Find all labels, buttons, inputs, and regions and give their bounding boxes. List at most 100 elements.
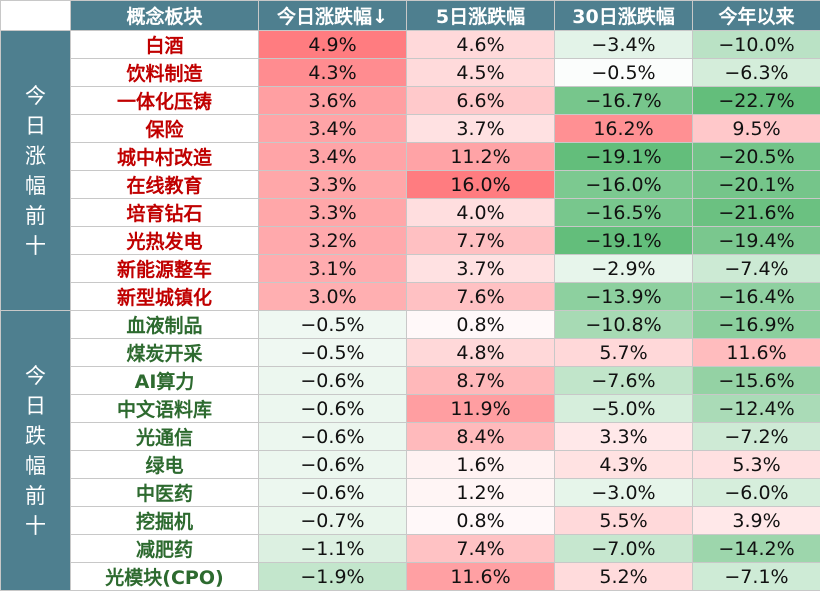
five-day-change-cell: 11.9%	[406, 394, 555, 423]
five-day-change-cell: 8.4%	[406, 422, 555, 451]
ytd-change-cell: −14.2%	[692, 534, 820, 563]
group-label-char: 幅	[25, 173, 46, 198]
five-day-change-cell: 7.7%	[406, 226, 555, 255]
concept-name[interactable]: 光热发电	[70, 226, 259, 255]
ytd-change-cell: −16.9%	[692, 310, 820, 339]
group-label-char: 前	[25, 483, 46, 508]
concept-name[interactable]: 血液制品	[70, 310, 259, 339]
concept-name[interactable]: 光模块(CPO)	[70, 562, 259, 591]
today-change-cell: 4.3%	[258, 58, 407, 87]
thirty-day-change-cell: −7.6%	[554, 366, 693, 395]
ytd-change-cell: −7.2%	[692, 422, 820, 451]
concept-name[interactable]: 中医药	[70, 478, 259, 507]
concept-name[interactable]: 新能源整车	[70, 254, 259, 283]
today-change-cell: 3.6%	[258, 86, 407, 115]
table-row: 煤炭开采 −0.5% 4.8% 5.7% 11.6%	[1, 338, 820, 367]
thirty-day-change-cell: −3.0%	[554, 478, 693, 507]
today-change-cell: −0.5%	[258, 310, 407, 339]
concept-name[interactable]: 饮料制造	[70, 58, 259, 87]
five-day-change-cell: 8.7%	[406, 366, 555, 395]
five-day-change-cell: 1.6%	[406, 450, 555, 479]
today-change-cell: −0.6%	[258, 422, 407, 451]
concept-name[interactable]: AI算力	[70, 366, 259, 395]
group-label-char: 跌	[25, 423, 46, 448]
table-row: 今日跌幅前十血液制品 −0.5% 0.8% −10.8% −16.9%	[0, 310, 820, 591]
group-label-char: 涨	[25, 143, 46, 168]
today-change-cell: −0.6%	[258, 450, 407, 479]
ytd-change-cell: 3.9%	[692, 506, 820, 535]
ytd-change-cell: −21.6%	[692, 198, 820, 227]
concept-name[interactable]: 培育钻石	[70, 198, 259, 227]
concept-name[interactable]: 保险	[70, 114, 259, 143]
five-day-change-cell: 7.6%	[406, 282, 555, 311]
today-change-cell: −0.5%	[258, 338, 407, 367]
today-change-cell: −0.6%	[258, 366, 407, 395]
five-day-change-cell: 6.6%	[406, 86, 555, 115]
concept-name[interactable]: 挖掘机	[70, 506, 259, 535]
concept-name[interactable]: 白酒	[70, 30, 259, 59]
table-row: 一体化压铸 3.6% 6.6% −16.7% −22.7%	[1, 86, 820, 115]
header-today[interactable]: 今日涨跌幅↓	[258, 0, 407, 31]
table-row: 光热发电 3.2% 7.7% −19.1% −19.4%	[1, 226, 820, 255]
thirty-day-change-cell: −5.0%	[554, 394, 693, 423]
header-ytd[interactable]: 今年以来	[692, 0, 820, 31]
thirty-day-change-cell: −0.5%	[554, 58, 693, 87]
thirty-day-change-cell: −19.1%	[554, 226, 693, 255]
today-change-cell: −1.1%	[258, 534, 407, 563]
group-label-char: 日	[25, 393, 46, 418]
concept-name[interactable]: 中文语料库	[70, 394, 259, 423]
thirty-day-change-cell: 3.3%	[554, 422, 693, 451]
table-row: 新型城镇化 3.0% 7.6% −13.9% −16.4%	[1, 282, 820, 311]
thirty-day-change-cell: −10.8%	[554, 310, 693, 339]
table-row: 保险 3.4% 3.7% 16.2% 9.5%	[1, 114, 820, 143]
thirty-day-change-cell: −7.0%	[554, 534, 693, 563]
concept-name[interactable]: 新型城镇化	[70, 282, 259, 311]
sector-performance-table: 概念板块 今日涨跌幅↓ 5日涨跌幅 30日涨跌幅 今年以来 今日涨幅前十白酒 4.…	[0, 0, 820, 591]
thirty-day-change-cell: 16.2%	[554, 114, 693, 143]
ytd-change-cell: −20.5%	[692, 142, 820, 171]
concept-name[interactable]: 减肥药	[70, 534, 259, 563]
concept-name[interactable]: 一体化压铸	[70, 86, 259, 115]
five-day-change-cell: 1.2%	[406, 478, 555, 507]
five-day-change-cell: 11.2%	[406, 142, 555, 171]
thirty-day-change-cell: −19.1%	[554, 142, 693, 171]
header-row: 概念板块 今日涨跌幅↓ 5日涨跌幅 30日涨跌幅 今年以来	[0, 0, 820, 31]
concept-name[interactable]: 城中村改造	[70, 142, 259, 171]
table-row: 城中村改造 3.4% 11.2% −19.1% −20.5%	[1, 142, 820, 171]
today-change-cell: 3.1%	[258, 254, 407, 283]
concept-name[interactable]: 煤炭开采	[70, 338, 259, 367]
table-row: 光通信 −0.6% 8.4% 3.3% −7.2%	[1, 422, 820, 451]
concept-name[interactable]: 绿电	[70, 450, 259, 479]
five-day-change-cell: 4.0%	[406, 198, 555, 227]
table-row: 中文语料库 −0.6% 11.9% −5.0% −12.4%	[1, 394, 820, 423]
concept-name[interactable]: 光通信	[70, 422, 259, 451]
five-day-change-cell: 3.7%	[406, 114, 555, 143]
group-label-char: 幅	[25, 453, 46, 478]
table-row: AI算力 −0.6% 8.7% −7.6% −15.6%	[1, 366, 820, 395]
thirty-day-change-cell: 5.5%	[554, 506, 693, 535]
ytd-change-cell: −6.0%	[692, 478, 820, 507]
table-row: 减肥药 −1.1% 7.4% −7.0% −14.2%	[1, 534, 820, 563]
group-label-top-gainers: 今日涨幅前十	[0, 30, 71, 311]
table-row: 绿电 −0.6% 1.6% 4.3% 5.3%	[1, 450, 820, 479]
five-day-change-cell: 16.0%	[406, 170, 555, 199]
today-change-cell: 3.4%	[258, 114, 407, 143]
ytd-change-cell: −7.4%	[692, 254, 820, 283]
thirty-day-change-cell: −16.5%	[554, 198, 693, 227]
thirty-day-change-cell: −2.9%	[554, 254, 693, 283]
today-change-cell: −1.9%	[258, 562, 407, 591]
today-change-cell: 3.0%	[258, 282, 407, 311]
today-change-cell: 4.9%	[258, 30, 407, 59]
concept-name[interactable]: 在线教育	[70, 170, 259, 199]
header-30d[interactable]: 30日涨跌幅	[554, 0, 693, 31]
ytd-change-cell: −6.3%	[692, 58, 820, 87]
header-5d[interactable]: 5日涨跌幅	[406, 0, 555, 31]
today-change-cell: −0.7%	[258, 506, 407, 535]
table-row: 在线教育 3.3% 16.0% −16.0% −20.1%	[1, 170, 820, 199]
five-day-change-cell: 4.8%	[406, 338, 555, 367]
today-change-cell: 3.3%	[258, 170, 407, 199]
ytd-change-cell: −16.4%	[692, 282, 820, 311]
five-day-change-cell: 11.6%	[406, 562, 555, 591]
ytd-change-cell: −20.1%	[692, 170, 820, 199]
header-corner	[0, 0, 71, 31]
